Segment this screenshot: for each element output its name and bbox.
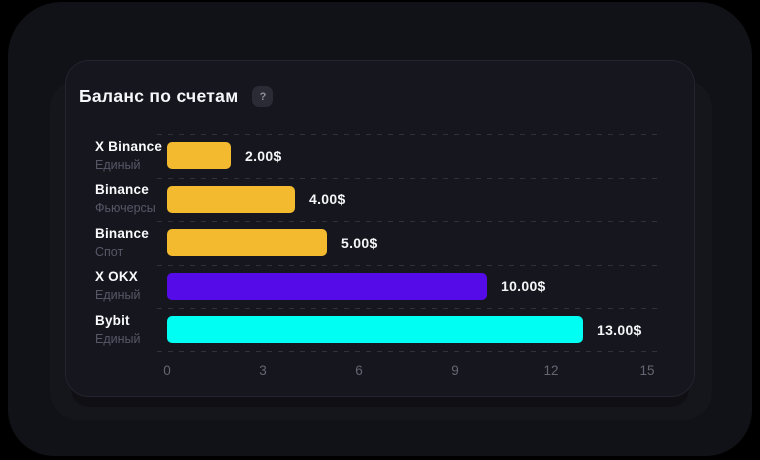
card-header: Баланс по счетам ? [66, 61, 694, 107]
chart-row: Binance Фьючерсы 4.00$ [95, 177, 671, 222]
bar-value-label: 2.00$ [245, 147, 282, 164]
bar-cell: 2.00$ [167, 134, 671, 178]
account-label: X OKX Единый [95, 269, 167, 303]
x-axis-tick: 3 [259, 362, 267, 378]
chart-row: Bybit Единый 13.00$ [95, 308, 671, 352]
account-label: Binance Спот [95, 226, 167, 260]
x-axis-tick: 6 [355, 362, 363, 378]
account-type: Фьючерсы [95, 201, 156, 216]
balance-bar[interactable] [167, 229, 327, 257]
x-axis: 0 3 6 9 12 15 [95, 361, 671, 379]
account-label: Bybit Единый [95, 313, 167, 347]
card-title: Баланс по счетам [79, 86, 239, 106]
bar-value-label: 10.00$ [501, 278, 546, 295]
account-label: X Binance Единый [95, 139, 167, 173]
x-axis-tick: 15 [639, 362, 655, 378]
balance-bar-chart: X Binance Единый 2.00$ Binance Фьючерсы [95, 134, 671, 379]
help-icon[interactable]: ? [252, 86, 274, 107]
account-label: Binance Фьючерсы [95, 182, 167, 216]
account-type: Единый [95, 157, 141, 172]
x-axis-tick: 0 [163, 362, 171, 378]
balance-bar[interactable] [167, 272, 487, 300]
x-axis-tick: 9 [451, 362, 459, 378]
balance-card: Баланс по счетам ? X Binance Единый 2.00… [65, 60, 695, 397]
x-axis-tick: 12 [543, 362, 559, 378]
account-name: Binance [95, 182, 149, 198]
chart-row: Binance Спот 5.00$ [95, 221, 671, 265]
account-name: Binance [95, 225, 149, 241]
account-name: Bybit [95, 312, 130, 328]
chart-row: X OKX Единый 10.00$ [95, 264, 671, 309]
account-type: Единый [95, 331, 141, 346]
bar-cell: 13.00$ [167, 308, 671, 352]
account-name: X OKX [95, 269, 139, 285]
balance-bar[interactable] [167, 185, 295, 213]
account-type: Спот [95, 244, 124, 259]
bar-value-label: 13.00$ [597, 321, 642, 338]
bar-cell: 5.00$ [167, 221, 671, 265]
balance-bar[interactable] [167, 142, 231, 170]
bar-value-label: 5.00$ [341, 234, 378, 251]
account-name: X Binance [95, 138, 163, 154]
bar-value-label: 4.00$ [309, 191, 346, 208]
bar-cell: 4.00$ [167, 178, 671, 222]
account-type: Единый [95, 288, 141, 303]
app-window: Баланс по счетам ? X Binance Единый 2.00… [8, 2, 752, 456]
chart-rows: X Binance Единый 2.00$ Binance Фьючерсы [95, 134, 671, 352]
chart-row: X Binance Единый 2.00$ [95, 134, 671, 178]
bar-cell: 10.00$ [167, 265, 671, 309]
balance-bar[interactable] [167, 316, 583, 344]
